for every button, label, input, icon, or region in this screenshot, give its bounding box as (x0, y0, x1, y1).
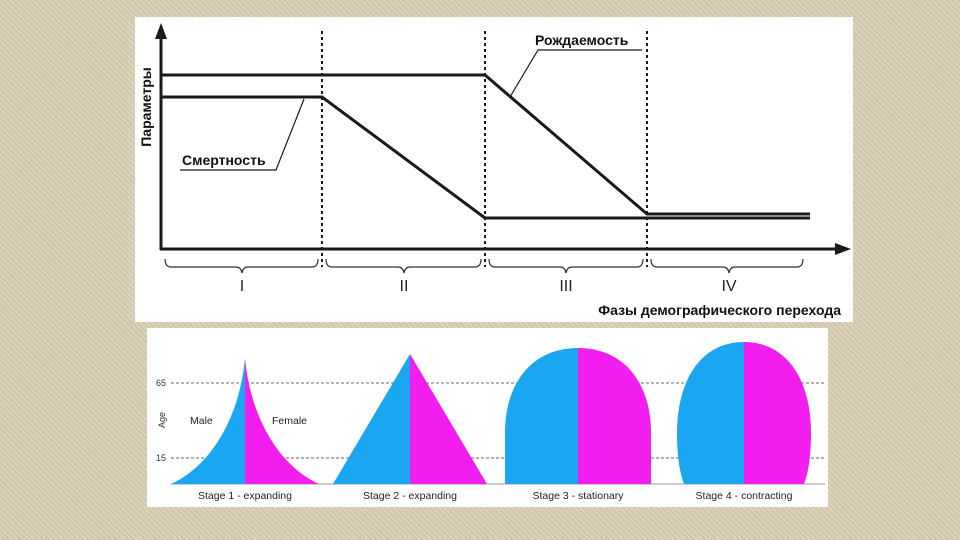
stage-4-female (744, 342, 811, 484)
stage-4-male (677, 342, 744, 484)
demographic-transition-diagram: Параметры Рождаемость Смертность I II II… (135, 17, 853, 322)
pyramid-stage-3: Stage 3 - stationary (505, 348, 651, 502)
pyramids-svg: Age 65 15 Male Female Stage 1 - expandin… (156, 342, 825, 502)
death-rate-leader (180, 98, 305, 171)
birth-rate-leader (509, 49, 642, 98)
x-axis-title: Фазы демографического перехода (598, 302, 841, 318)
transition-svg: Параметры Рождаемость Смертность I II II… (138, 23, 851, 318)
phase-brace-3 (488, 258, 644, 274)
phase-label-4: IV (721, 278, 736, 295)
stage-2-caption: Stage 2 - expanding (363, 490, 457, 502)
phase-brace-1 (164, 258, 319, 274)
phase-brace-2 (325, 258, 482, 274)
stage-3-female (578, 348, 651, 484)
phase-label-1: I (240, 278, 244, 295)
stage-3-caption: Stage 3 - stationary (532, 490, 624, 502)
age-axis-title: Age (157, 412, 167, 428)
stage-3-male (505, 348, 578, 484)
y-axis-title: Параметры (138, 67, 154, 147)
x-axis-arrow (835, 243, 851, 255)
stage-2-female (410, 354, 487, 484)
birth-rate-line (161, 73, 810, 216)
birth-rate-label: Рождаемость (535, 32, 629, 48)
population-pyramids-panel: Age 65 15 Male Female Stage 1 - expandin… (147, 328, 828, 507)
pyramid-stage-1: Male Female Stage 1 - expanding (171, 358, 319, 502)
pyramid-stage-4: Stage 4 - contracting (677, 342, 811, 502)
death-rate-line (161, 95, 810, 220)
phase-brace-4 (650, 258, 804, 274)
age-tick-65: 65 (156, 378, 166, 388)
stage-1-male (171, 358, 245, 484)
death-rate-label: Смертность (182, 152, 266, 168)
phase-label-2: II (400, 278, 409, 295)
female-label: Female (272, 415, 307, 427)
stage-4-caption: Stage 4 - contracting (696, 490, 793, 502)
stage-2-male (333, 354, 410, 484)
male-label: Male (190, 415, 213, 427)
stage-1-caption: Stage 1 - expanding (198, 490, 292, 502)
pyramid-stage-2: Stage 2 - expanding (333, 354, 487, 502)
age-tick-15: 15 (156, 453, 166, 463)
y-axis-arrow (155, 23, 167, 39)
phase-label-3: III (559, 278, 572, 295)
stage-1-female (245, 358, 319, 484)
